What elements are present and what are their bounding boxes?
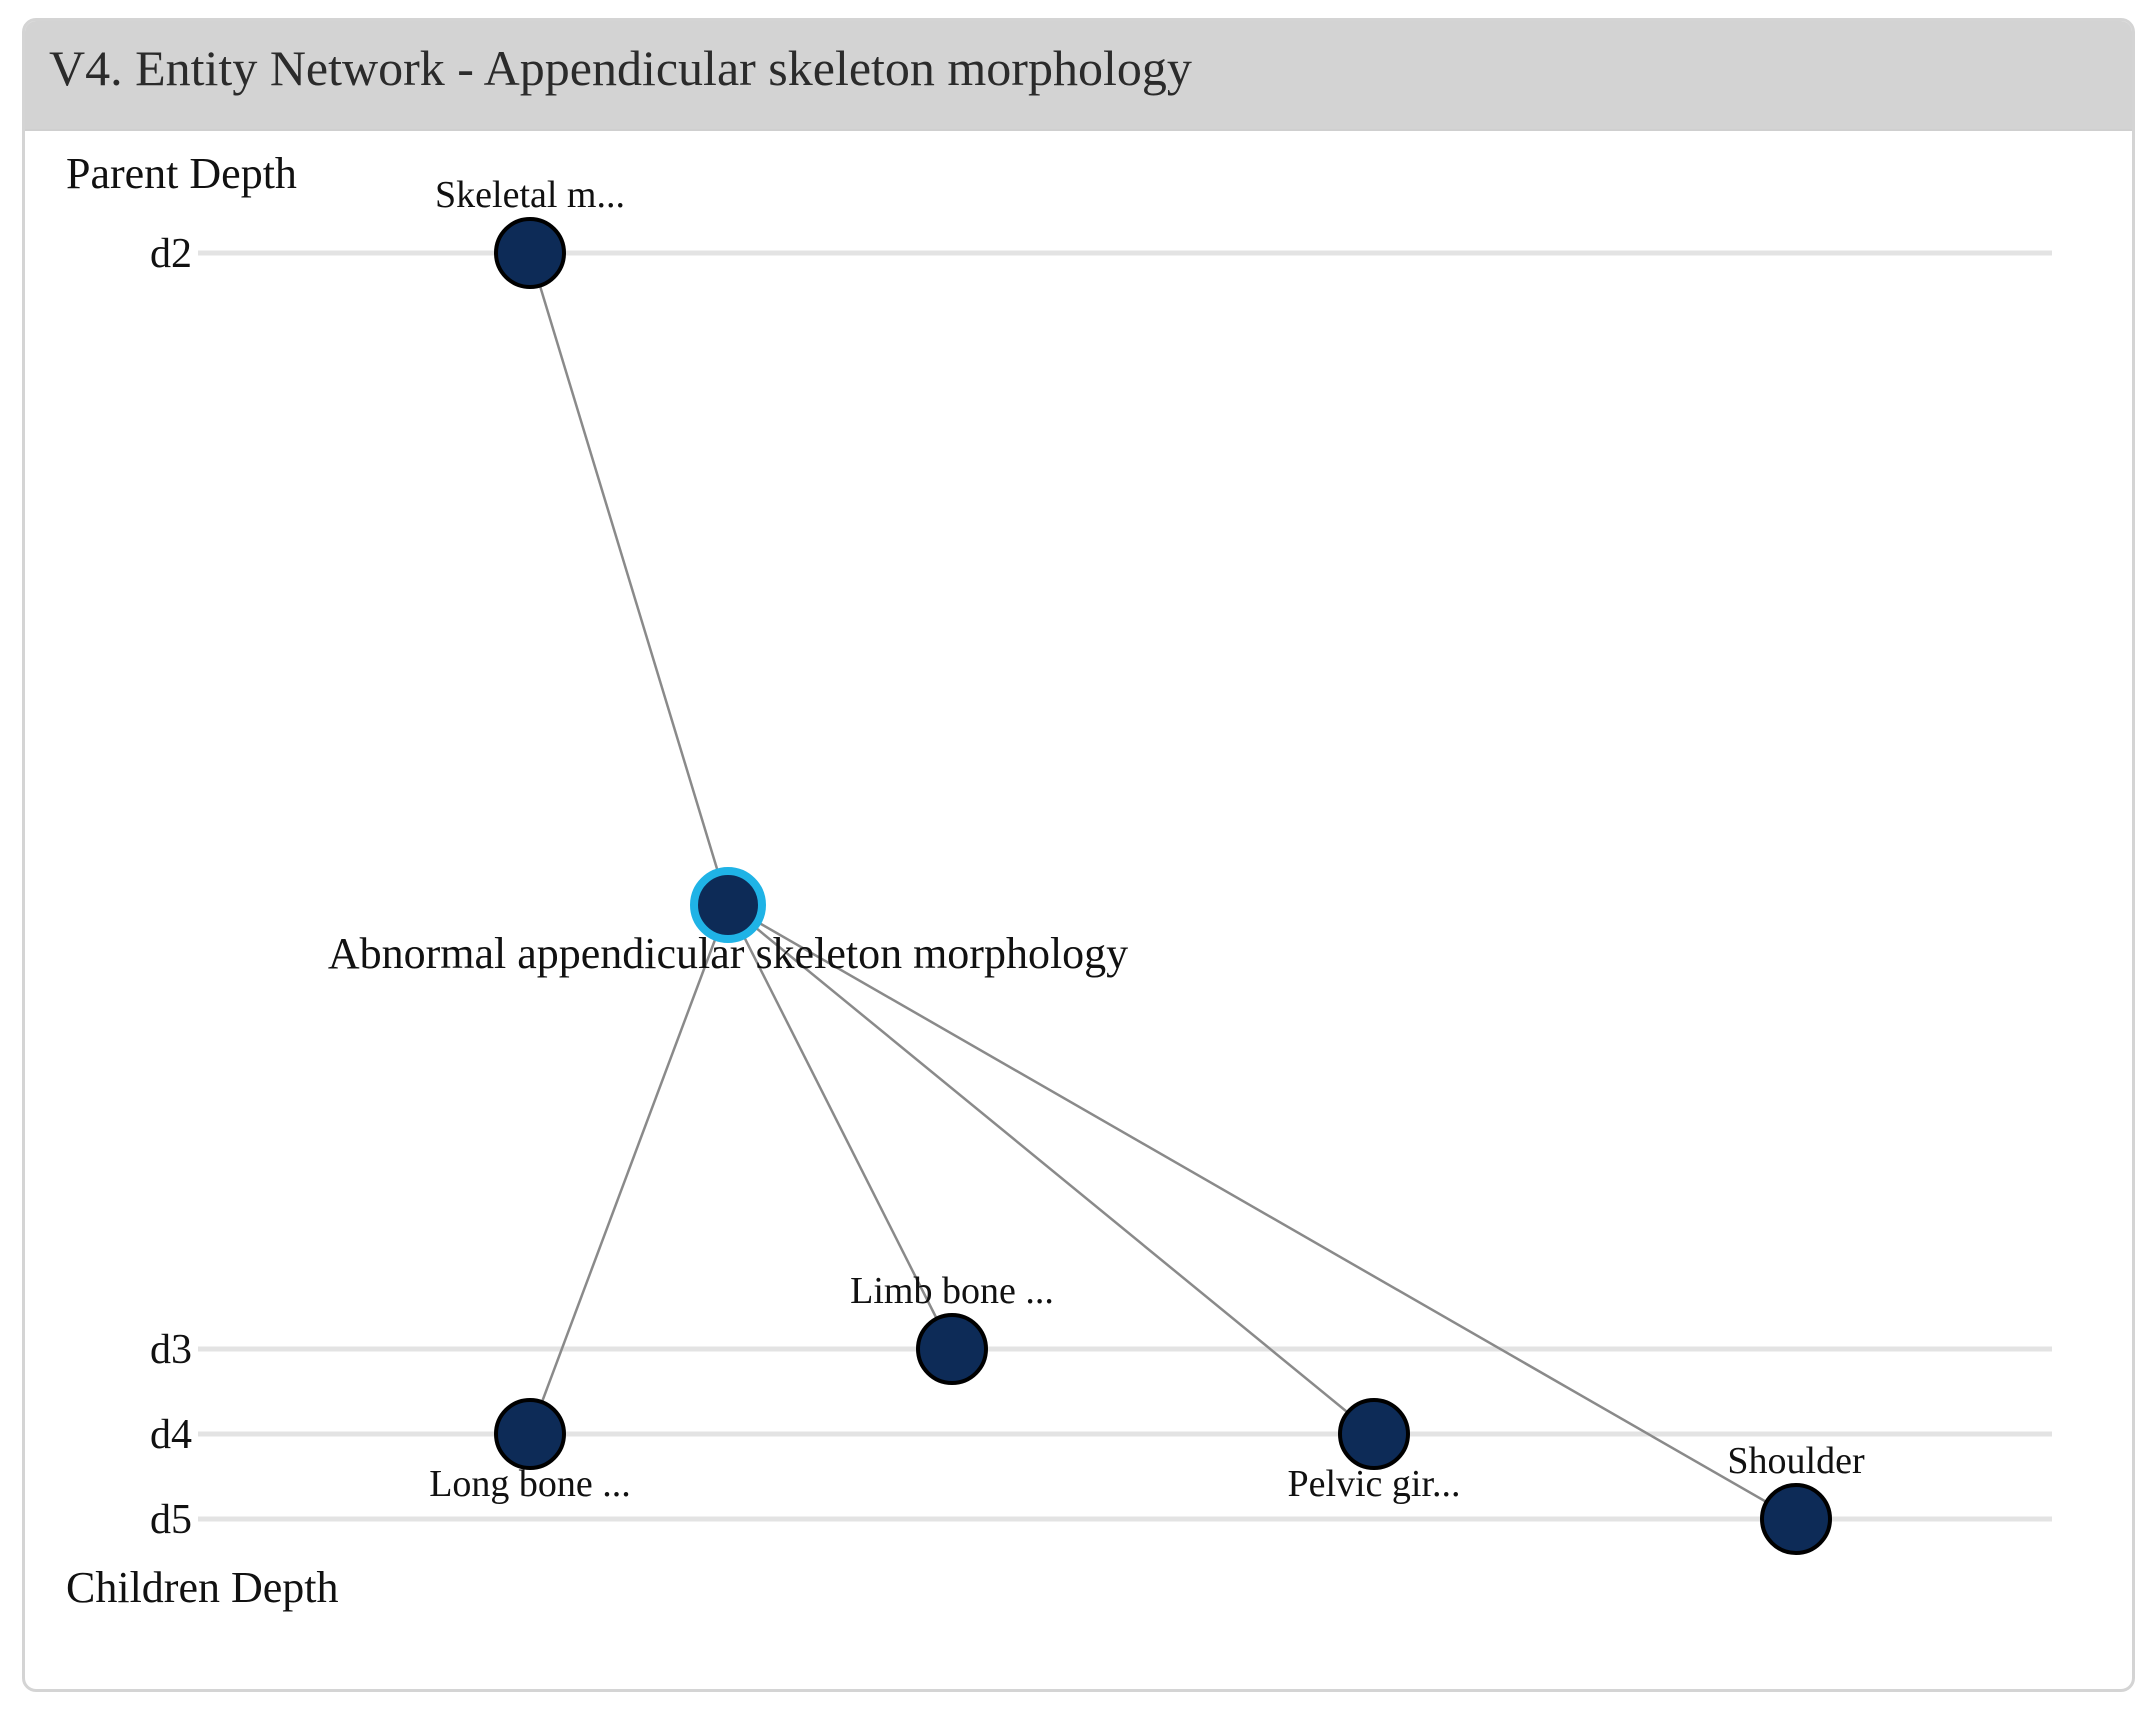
depth-tick-d2: d2 <box>150 231 192 277</box>
children-depth-label: Children Depth <box>66 1563 339 1612</box>
depth-tick-d3: d3 <box>150 1327 192 1373</box>
parent-depth-label: Parent Depth <box>66 149 297 198</box>
edge-shoulder <box>727 903 1797 1521</box>
edge-pelvic <box>727 904 1375 1435</box>
node-label-limb: Limb bone ... <box>850 1270 1054 1312</box>
node-skeletal[interactable] <box>494 217 566 289</box>
network-edges <box>528 252 1797 1521</box>
node-label-long: Long bone ... <box>429 1463 631 1505</box>
entity-network-panel: V4. Entity Network - Appendicular skelet… <box>22 18 2135 1692</box>
node-label-pelvic: Pelvic gir... <box>1287 1463 1460 1505</box>
node-label-skeletal: Skeletal m... <box>435 174 625 216</box>
node-shoulder[interactable] <box>1760 1483 1832 1555</box>
depth-level-lines <box>198 250 2052 1522</box>
node-long[interactable] <box>494 1398 566 1470</box>
panel-header: V4. Entity Network - Appendicular skelet… <box>25 21 2132 131</box>
panel-title: V4. Entity Network - Appendicular skelet… <box>49 40 1192 96</box>
node-label-shoulder: Shoulder <box>1727 1440 1865 1482</box>
depth-tick-d4: d4 <box>150 1412 192 1458</box>
edge-skeletal <box>528 252 730 906</box>
edge-long <box>528 904 730 1435</box>
edge-limb <box>726 904 954 1350</box>
depth-tick-d5: d5 <box>150 1497 192 1543</box>
node-focus[interactable] <box>690 867 766 943</box>
network-nodes <box>494 217 1832 1555</box>
node-label-focus: Abnormal appendicular skeleton morpholog… <box>328 929 1128 978</box>
node-pelvic[interactable] <box>1338 1398 1410 1470</box>
network-labels: Parent Depth Children Depth d2 d3 d4 d5 Skel… <box>66 149 1865 1612</box>
node-limb[interactable] <box>916 1313 988 1385</box>
